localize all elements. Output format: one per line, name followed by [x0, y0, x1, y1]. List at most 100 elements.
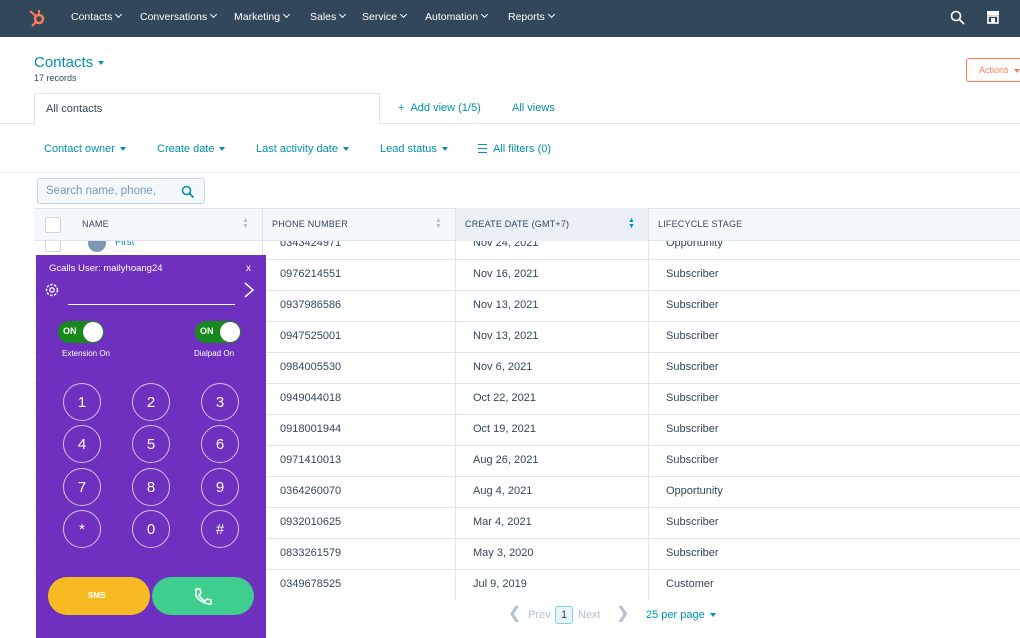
nav-item[interactable]: Conversations	[140, 12, 216, 23]
row-divider	[34, 507, 1020, 508]
dial-key[interactable]: 9	[201, 468, 239, 506]
row-divider	[34, 259, 1020, 260]
phone: 0349678525	[280, 578, 342, 590]
nav-item[interactable]: Automation	[425, 12, 487, 23]
row-divider	[34, 569, 1020, 570]
checkbox[interactable]	[45, 217, 61, 233]
settings-icon[interactable]	[44, 282, 60, 298]
dial-key[interactable]: 8	[132, 468, 170, 506]
row-divider	[34, 538, 1020, 539]
lifecycle-stage: Opportunity	[666, 485, 723, 497]
sms-button[interactable]: SMS	[48, 577, 150, 615]
add-view[interactable]: + Add view (1/5)	[398, 103, 481, 114]
phone: 0937986586	[280, 299, 342, 311]
column-header[interactable]: CREATE DATE (GMT+7)	[465, 219, 570, 229]
per-page[interactable]: 25 per page	[646, 610, 716, 621]
create-date: Aug 4, 2021	[473, 485, 533, 497]
search-box[interactable]: Search name, phone,	[37, 178, 205, 204]
nav-item[interactable]: Sales	[310, 12, 345, 23]
page-title[interactable]: Contacts	[34, 55, 104, 70]
all-views[interactable]: All views	[512, 102, 555, 114]
filter-icon	[478, 144, 487, 153]
sort-icon: ▲ ▼	[435, 217, 442, 230]
lifecycle-stage: Subscriber	[666, 361, 719, 373]
actions-button[interactable]: Actions	[966, 58, 1020, 82]
row-divider	[34, 445, 1020, 446]
row-divider	[34, 321, 1020, 322]
dial-key[interactable]: 4	[63, 425, 101, 463]
dial-key[interactable]: 6	[201, 425, 239, 463]
page-number[interactable]: 1	[561, 609, 568, 621]
filter[interactable]: Create date	[157, 144, 225, 155]
logo	[29, 10, 45, 27]
toggle[interactable]: ON	[58, 321, 104, 343]
column-header[interactable]: PHONE NUMBER	[272, 219, 348, 229]
nav-item[interactable]: Contacts	[71, 12, 121, 23]
toggle-label: Extension On	[62, 349, 111, 358]
phone: 0343424971	[280, 241, 342, 249]
phone: 0949044018	[280, 392, 342, 404]
dial-key[interactable]: 2	[132, 383, 170, 421]
sort-icon: ▲ ▼	[242, 217, 249, 230]
marketplace-icon[interactable]	[985, 9, 1001, 25]
dial-key[interactable]: *	[63, 510, 101, 548]
next: Next	[578, 609, 601, 621]
contact-name[interactable]: First	[115, 241, 135, 248]
actions-label: Actions	[979, 66, 1020, 75]
dialer-close[interactable]: x	[246, 263, 251, 274]
phone: 0984005530	[280, 361, 342, 373]
dial-key[interactable]: 1	[63, 383, 101, 421]
number-input[interactable]	[68, 304, 235, 305]
tab-label: All contacts	[46, 103, 103, 115]
toggle[interactable]: ON	[195, 321, 241, 343]
contacts-table: NAME ▲ ▼ PHONE NUMBER ▲ ▼ CREATE DATE (GMT+7) ▲…	[34, 208, 1020, 600]
dial-key[interactable]: 3	[201, 383, 239, 421]
lifecycle-stage: Opportunity	[666, 241, 723, 249]
search-icon[interactable]	[950, 10, 966, 26]
call-button[interactable]	[152, 577, 254, 615]
row-divider	[34, 414, 1020, 415]
avatar	[88, 241, 106, 252]
nav-item[interactable]: Service	[362, 12, 406, 23]
dialer-panel: Gcalls User: mailyhoang24 x SMS ON Extens…	[36, 255, 266, 638]
lifecycle-stage: Subscriber	[666, 299, 719, 311]
phone: 0971410013	[280, 454, 342, 466]
table-body: First 0343424971 Nov 24, 2021 Opportunity 09…	[34, 241, 1020, 600]
phone-icon	[195, 588, 212, 605]
dial-key[interactable]: 0	[132, 510, 170, 548]
create-date: Mar 4, 2021	[473, 516, 532, 528]
filter[interactable]: All filters (0)	[493, 143, 552, 155]
tab-active[interactable]: All contacts	[34, 93, 380, 124]
lifecycle-stage: Subscriber	[666, 516, 719, 528]
phone: 0976214551	[280, 268, 342, 280]
dial-key[interactable]: #	[201, 510, 239, 548]
phone: 0833261579	[280, 547, 342, 559]
filter[interactable]: Last activity date	[256, 144, 349, 155]
nav-item[interactable]: Marketing	[234, 12, 289, 23]
toggle-knob	[220, 322, 240, 342]
column-header[interactable]: NAME	[82, 219, 109, 229]
page-box[interactable]	[555, 606, 573, 624]
lifecycle-stage: Subscriber	[666, 268, 719, 280]
sort-icon: ▲ ▼	[628, 217, 635, 230]
checkbox[interactable]	[45, 241, 61, 252]
toggle-knob	[83, 322, 103, 342]
create-date: Nov 16, 2021	[473, 268, 539, 280]
dial-key[interactable]: 5	[132, 425, 170, 463]
sms-label: SMS	[88, 591, 106, 600]
create-date: Nov 13, 2021	[473, 299, 539, 311]
filter[interactable]: Lead status	[380, 144, 448, 155]
nav-item[interactable]: Reports	[508, 12, 554, 23]
column-header[interactable]: LIFECYCLE STAGE	[658, 219, 743, 229]
toggle-label: Dialpad On	[194, 349, 235, 358]
row-divider	[34, 383, 1020, 384]
dial-key[interactable]: 7	[63, 468, 101, 506]
send-arrow[interactable]	[242, 281, 256, 299]
divider	[0, 123, 1020, 124]
create-date: Oct 22, 2021	[473, 392, 536, 404]
filter[interactable]: Contact owner	[44, 144, 126, 155]
record-count: 17 records	[34, 73, 77, 83]
lifecycle-stage: Subscriber	[666, 392, 719, 404]
column-divider	[455, 208, 456, 600]
create-date: Oct 19, 2021	[473, 423, 536, 435]
